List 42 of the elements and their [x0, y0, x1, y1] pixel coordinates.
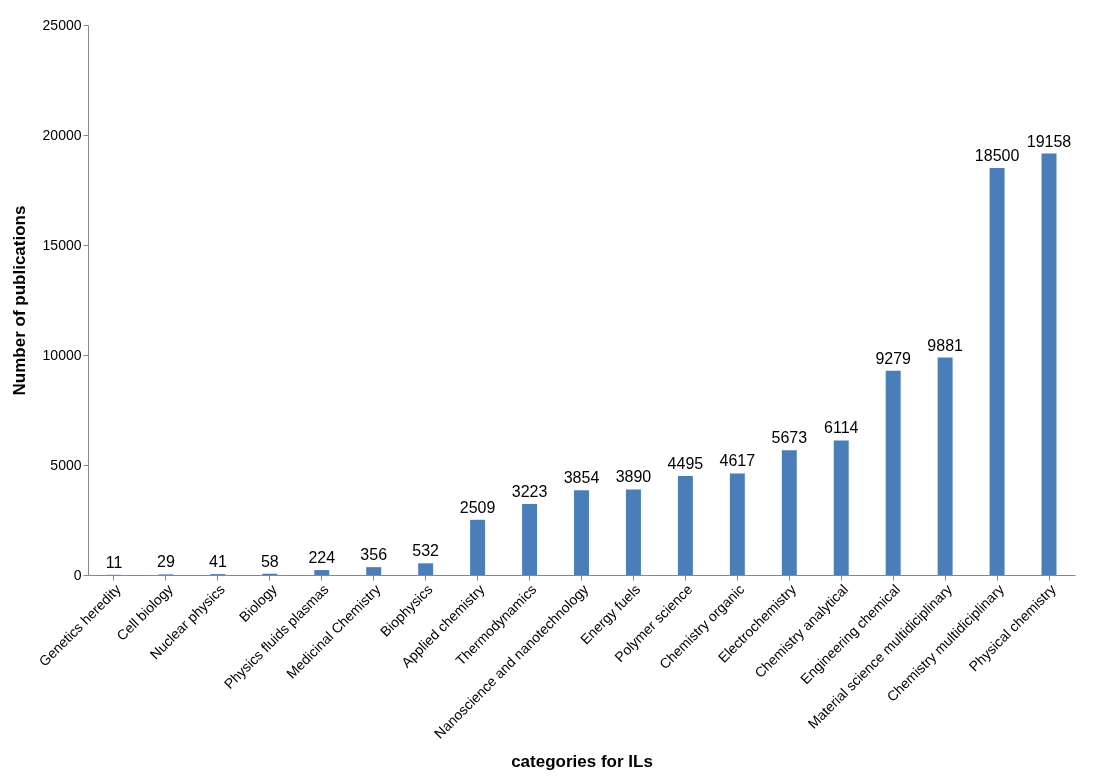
bar [366, 567, 382, 575]
data-label: 3223 [511, 483, 548, 501]
bar [574, 490, 589, 575]
data-label: 58 [260, 552, 279, 570]
bar [314, 570, 330, 575]
bar [1041, 153, 1057, 575]
bar [418, 563, 434, 575]
bar [470, 519, 486, 575]
y-tick-label: 25000 [42, 16, 82, 33]
bar [729, 473, 745, 575]
data-label: 9881 [927, 336, 964, 354]
data-label: 4495 [667, 455, 704, 473]
bar [989, 168, 1005, 575]
bar [781, 450, 797, 575]
y-tick-label: 15000 [42, 236, 82, 253]
data-label: 532 [412, 542, 440, 560]
data-label: 18500 [974, 147, 1020, 164]
data-label: 3890 [615, 468, 652, 486]
y-tick-label: 5000 [50, 456, 82, 473]
data-label: 3854 [563, 469, 600, 487]
bar [522, 504, 538, 575]
bar [677, 476, 693, 575]
data-label: 6114 [824, 419, 859, 437]
bar [937, 357, 953, 575]
data-label: 11 [105, 553, 123, 571]
data-label: 356 [360, 546, 388, 564]
data-label: 19158 [1026, 132, 1072, 150]
data-label: 4617 [719, 452, 756, 470]
data-label: 41 [208, 553, 227, 571]
data-label: 2509 [459, 498, 496, 516]
bar [885, 370, 901, 575]
y-tick-label: 10000 [42, 346, 82, 363]
y-axis-title: Number of publications [9, 205, 29, 396]
data-label: 29 [157, 553, 175, 571]
data-label: 224 [308, 549, 336, 567]
y-tick-label: 20000 [42, 126, 82, 143]
data-label: 5673 [771, 429, 808, 447]
y-tick-label: 0 [73, 566, 82, 583]
x-axis-title: categories for ILs [511, 751, 653, 771]
bar [625, 489, 641, 575]
data-label: 9279 [875, 349, 912, 367]
bar [833, 440, 849, 575]
